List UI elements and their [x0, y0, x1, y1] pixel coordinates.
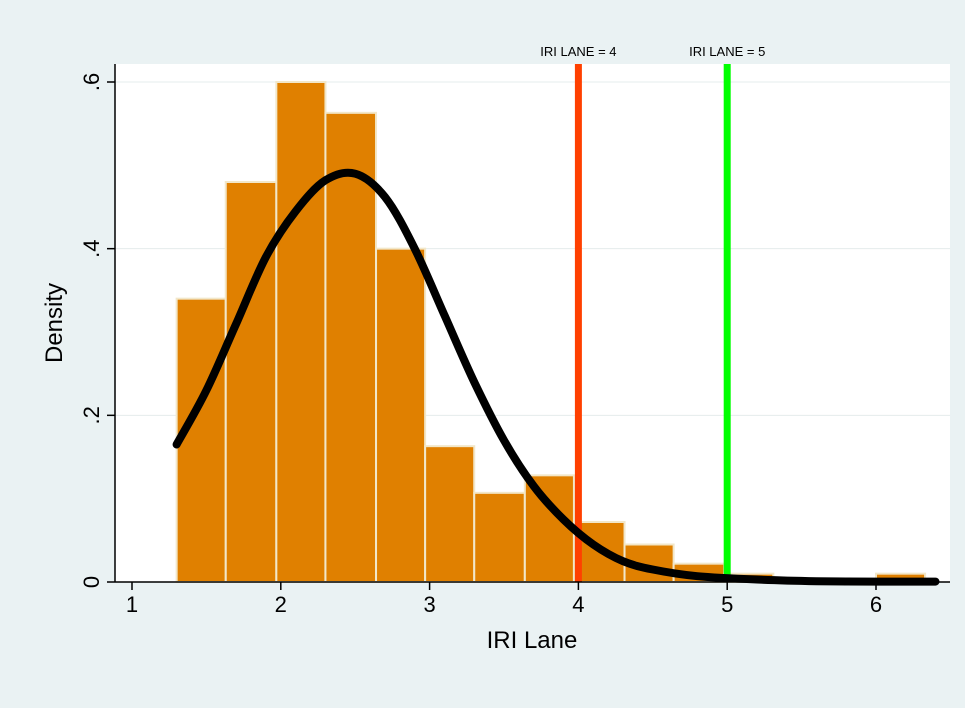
y-tick-label: .6 [79, 73, 104, 91]
histogram-bar [473, 491, 526, 584]
x-tick-label: 6 [870, 592, 882, 617]
x-axis-title: IRI Lane [487, 627, 578, 654]
y-tick-label: .4 [79, 239, 104, 257]
histogram-bar [375, 247, 427, 584]
histogram-bar [224, 181, 278, 583]
x-tick-label: 4 [572, 592, 584, 617]
y-tick-label: .2 [79, 406, 104, 424]
histogram-bar [275, 81, 327, 583]
x-tick-label: 2 [275, 592, 287, 617]
x-tick-label: 3 [423, 592, 435, 617]
density-curve [172, 168, 940, 586]
y-axis-title: Density [41, 283, 68, 363]
density-curve-layer [172, 168, 940, 586]
histogram-bar [523, 474, 575, 584]
x-tick-label: 5 [721, 592, 733, 617]
axis-ticks: 1 2 3 4 5 6 0 .2 .4 .6 [79, 73, 882, 617]
axes [114, 64, 950, 583]
reference-line-label-1: IRI LANE = 4 [540, 44, 616, 59]
histogram-bar [175, 297, 227, 583]
x-tick-label: 1 [126, 592, 138, 617]
histogram-bars [175, 81, 927, 584]
y-tick-label: 0 [79, 576, 104, 588]
reference-lines: IRI LANE = 4 IRI LANE = 5 [540, 44, 765, 582]
histogram-bar [424, 445, 476, 583]
reference-line-label-2: IRI LANE = 5 [689, 44, 765, 59]
